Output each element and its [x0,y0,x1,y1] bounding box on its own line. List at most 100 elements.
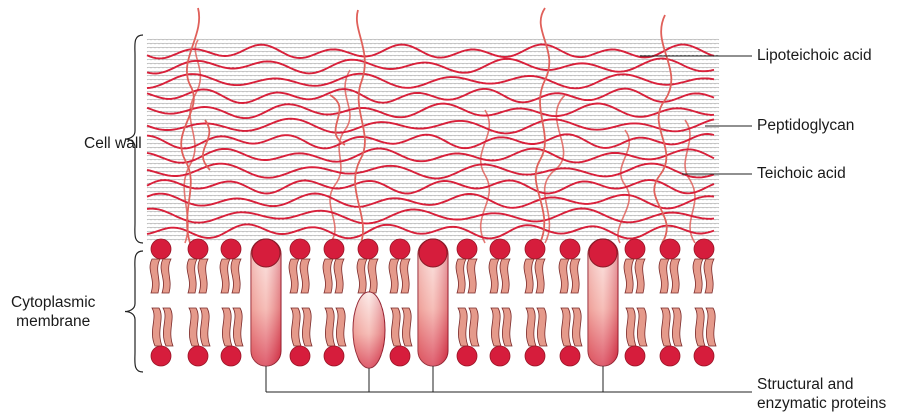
mesh-line [146,70,720,73]
mesh-line [146,178,720,181]
protein-cap [251,238,281,268]
phospholipid-head [524,345,546,367]
peptidoglycan-fiber [146,57,715,75]
proteins-label: Structural and enzymatic proteins [757,375,886,413]
peptidoglycan-fiber [146,117,715,135]
phospholipid-head [659,345,681,367]
mesh-line [146,170,720,173]
mesh-line [146,206,720,209]
phospholipid-head [524,238,546,260]
mesh-line [146,106,720,109]
fatty-acid-tail [499,258,511,294]
peptidoglycan-fiber [146,43,715,60]
peptidoglycan-fibers [146,43,715,240]
phospholipid-head [624,238,646,260]
mesh-line [146,138,720,141]
mesh-line [146,130,720,133]
fatty-acid-tail [560,307,572,347]
mesh-line [146,226,720,229]
mesh-line [146,82,720,85]
fatty-acid-tail [669,258,681,294]
phospholipid-head [389,345,411,367]
cytoplasmic-membrane-label: Cytoplasmic membrane [11,293,95,331]
mesh-line [146,98,720,101]
phospholipid-head [389,238,411,260]
fatty-acid-tail [534,258,546,294]
protein-cap [588,238,618,268]
fatty-acid-tail [390,307,402,347]
mesh-line [146,110,720,113]
mesh-line [146,114,720,117]
mesh-line [146,234,720,237]
fatty-acid-tail [322,258,334,294]
lipoteichoic-acid-strand [534,7,551,244]
brace [124,34,144,244]
protein-shading [353,292,385,368]
fatty-acid-tail [466,258,478,294]
label-leader-lines [265,55,752,393]
lipoteichoic-acid-strand [329,94,346,146]
mesh-line [146,54,720,57]
mesh-line [146,150,720,153]
fatty-acid-tail [232,307,244,347]
fatty-acid-tail [536,307,548,347]
mesh-line [146,38,720,41]
peptidoglycan-fiber [146,179,715,195]
fatty-acid-tail [290,307,302,347]
cytoplasmic-membrane-label-line1: Cytoplasmic [11,294,96,311]
fatty-acid-tail [288,258,300,294]
lipoteichoic-acid-strand [202,119,211,171]
fatty-acid-tail [219,258,231,294]
fatty-acid-tail [188,307,200,347]
fatty-acid-tail [692,258,704,294]
phospholipid-head [187,345,209,367]
fatty-acid-tail [569,258,581,294]
membrane-proteins [250,238,619,369]
proteins-label-line2: enzymatic proteins [757,395,887,412]
peptidoglycan-fiber [146,162,715,180]
phospholipid-head [693,238,715,260]
mesh-line [146,222,720,225]
fatty-acid-tail [501,307,513,347]
fatty-acid-tail [558,258,570,294]
fatty-acid-tail [694,307,706,347]
fatty-acid-tail [388,258,400,294]
phospholipid-head [220,238,242,260]
mesh-line [146,42,720,45]
phospholipid-head [357,238,379,260]
fatty-acid-tail [636,307,648,347]
mesh-line [146,214,720,217]
mesh-line [146,118,720,121]
mesh-line [146,146,720,149]
mesh-line [146,166,720,169]
mesh-line [146,58,720,61]
teichoic-acid-strand [617,129,631,244]
peptidoglycan-fiber [146,207,715,225]
fatty-acid-tail [186,258,198,294]
proteins-label-line1: Structural and [757,376,854,393]
lipoteichoic-acid-strand [180,7,201,244]
fatty-acid-tail [634,258,646,294]
mesh-line [146,174,720,177]
fatty-acid-tail [705,307,717,347]
fatty-acid-tail [623,258,635,294]
mesh-line [146,90,720,93]
peptidoglycan-fiber [146,102,715,120]
peptidoglycan-fiber [146,72,715,90]
lipoteichoic-acid-strands [180,7,673,244]
peptidoglycan-label: Peptidoglycan [757,117,855,134]
peptidoglycan-fiber [146,147,715,164]
peptidoglycan-fiber [146,192,715,210]
fatty-acid-tail [301,307,313,347]
mesh-line [146,102,720,105]
fatty-acid-tail [324,307,336,347]
lipoteichoic-acid-strand [354,9,366,244]
phospholipid-head [456,238,478,260]
mesh-line [146,50,720,53]
fatty-acid-tail [571,307,583,347]
phospholipid-head [220,345,242,367]
phospholipid-head [150,238,172,260]
teichoic-acid-strand [183,39,202,244]
mesh-line [146,142,720,145]
